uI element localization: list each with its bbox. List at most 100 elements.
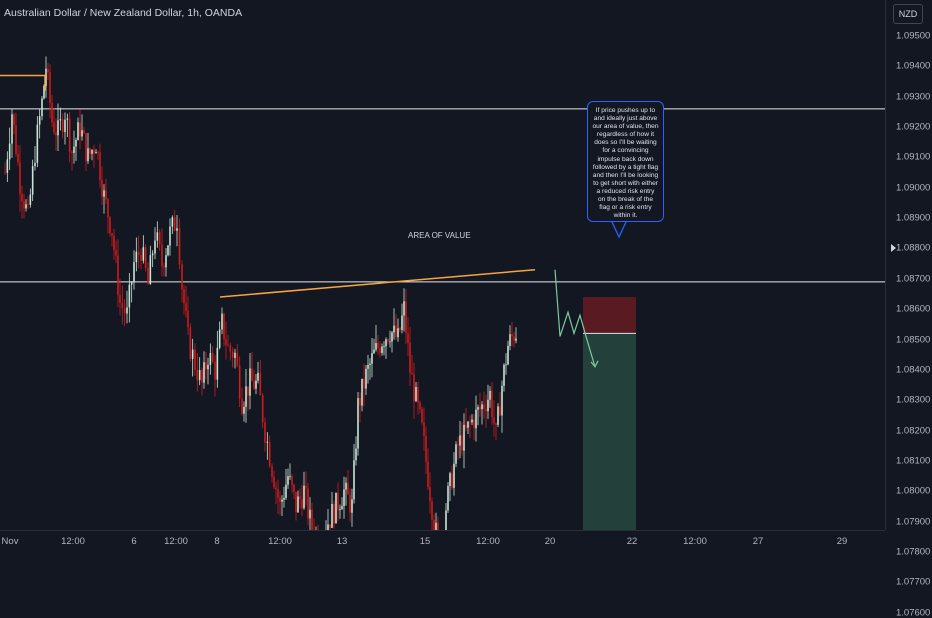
candle-body (393, 325, 395, 333)
candle-body (87, 148, 89, 162)
candle-body (119, 295, 121, 304)
candle-body (223, 313, 225, 340)
time-tick-label: 13 (336, 536, 348, 547)
candle-body (101, 180, 103, 197)
candle-body (279, 497, 281, 502)
price-tick-label: 1.09400 (896, 60, 931, 72)
candle-body (387, 339, 389, 342)
candle-body (329, 524, 331, 528)
candle-body (301, 498, 303, 509)
candle-body (264, 422, 266, 443)
candle-body (167, 245, 169, 256)
price-tick-label: 1.08800 (896, 242, 931, 254)
candle-body (435, 522, 437, 530)
candle-body (128, 284, 131, 308)
candle-body (513, 336, 515, 341)
price-axis[interactable] (885, 0, 932, 530)
candle-body (359, 398, 361, 406)
candle-body (43, 85, 45, 99)
candle-body (363, 378, 365, 389)
candle-body (467, 421, 469, 428)
candle-body (297, 496, 299, 513)
symbol-title: Australian Dollar / New Zealand Dollar, … (4, 7, 243, 19)
price-tick-label: 1.08000 (896, 485, 931, 497)
candle-body (135, 251, 138, 263)
candle-body (509, 334, 511, 346)
candle-body (371, 353, 373, 364)
note-pointer (611, 221, 627, 239)
candle-body (216, 347, 219, 380)
candle-body (245, 386, 247, 407)
candle-body (463, 424, 465, 451)
candle-body (289, 476, 291, 477)
candle-body (41, 98, 43, 117)
time-tick-label: 15 (419, 536, 431, 547)
candle-body (429, 487, 431, 502)
time-axis[interactable] (0, 530, 885, 551)
currency-button[interactable]: NZD (893, 4, 923, 24)
candle-body (95, 152, 97, 154)
trade-note-callout[interactable]: If price pushes up to and ideally just a… (587, 101, 664, 222)
candle-body (283, 497, 285, 500)
candle-body (196, 369, 199, 381)
candle-body (251, 368, 253, 381)
candle-body (49, 72, 51, 103)
candle-body (183, 289, 185, 304)
time-tick-label: 12:00 (61, 536, 85, 547)
candle-body (169, 226, 171, 246)
candle-body (309, 509, 311, 519)
take-profit-zone (583, 333, 636, 530)
candle-body (176, 228, 178, 231)
candle-body (51, 102, 53, 123)
candle-body (140, 255, 142, 261)
candle-body (79, 122, 81, 137)
candle-body (511, 334, 513, 337)
candle-body (103, 190, 105, 197)
candle-body (189, 327, 192, 359)
candle-body (99, 152, 101, 181)
candle-body (395, 325, 397, 338)
candle-body (341, 506, 343, 510)
candle-body (349, 494, 351, 513)
trendline (219, 268, 536, 298)
candle-body (255, 380, 257, 389)
candle-body (515, 338, 517, 341)
candle-body (181, 264, 183, 290)
candle-body (449, 473, 451, 487)
candle-body (399, 328, 401, 330)
candle-body (13, 114, 15, 126)
candle-body (305, 485, 307, 489)
candle-body (433, 520, 435, 530)
candle-body (53, 122, 55, 133)
candle-body (209, 353, 212, 365)
candle-body (261, 395, 264, 423)
candle-body (273, 476, 275, 488)
candle-body (291, 476, 293, 486)
candle-body (231, 351, 234, 358)
candle-body (201, 370, 203, 383)
candle-body (483, 404, 485, 409)
price-chart[interactable] (0, 0, 885, 530)
candle-body (229, 345, 232, 352)
candle-body (453, 463, 455, 488)
candle-body (367, 365, 369, 369)
candle-body (107, 199, 109, 218)
candle-body (109, 217, 111, 234)
candle-body (68, 118, 71, 152)
candle-body (281, 499, 283, 502)
candle-body (455, 444, 457, 464)
time-tick-label: 20 (544, 536, 556, 547)
candle-body (91, 150, 93, 154)
candle-body (445, 510, 447, 530)
candle-body (59, 119, 62, 121)
candle-body (36, 124, 39, 163)
stop-loss-zone (583, 297, 636, 334)
candle-body (238, 365, 241, 399)
candle-body (477, 407, 479, 410)
candle-body (234, 352, 236, 358)
candle-body (115, 250, 117, 256)
candle-body (218, 329, 221, 348)
candle-body (503, 364, 505, 386)
candle-body (4, 172, 6, 174)
candle-body (457, 444, 459, 446)
